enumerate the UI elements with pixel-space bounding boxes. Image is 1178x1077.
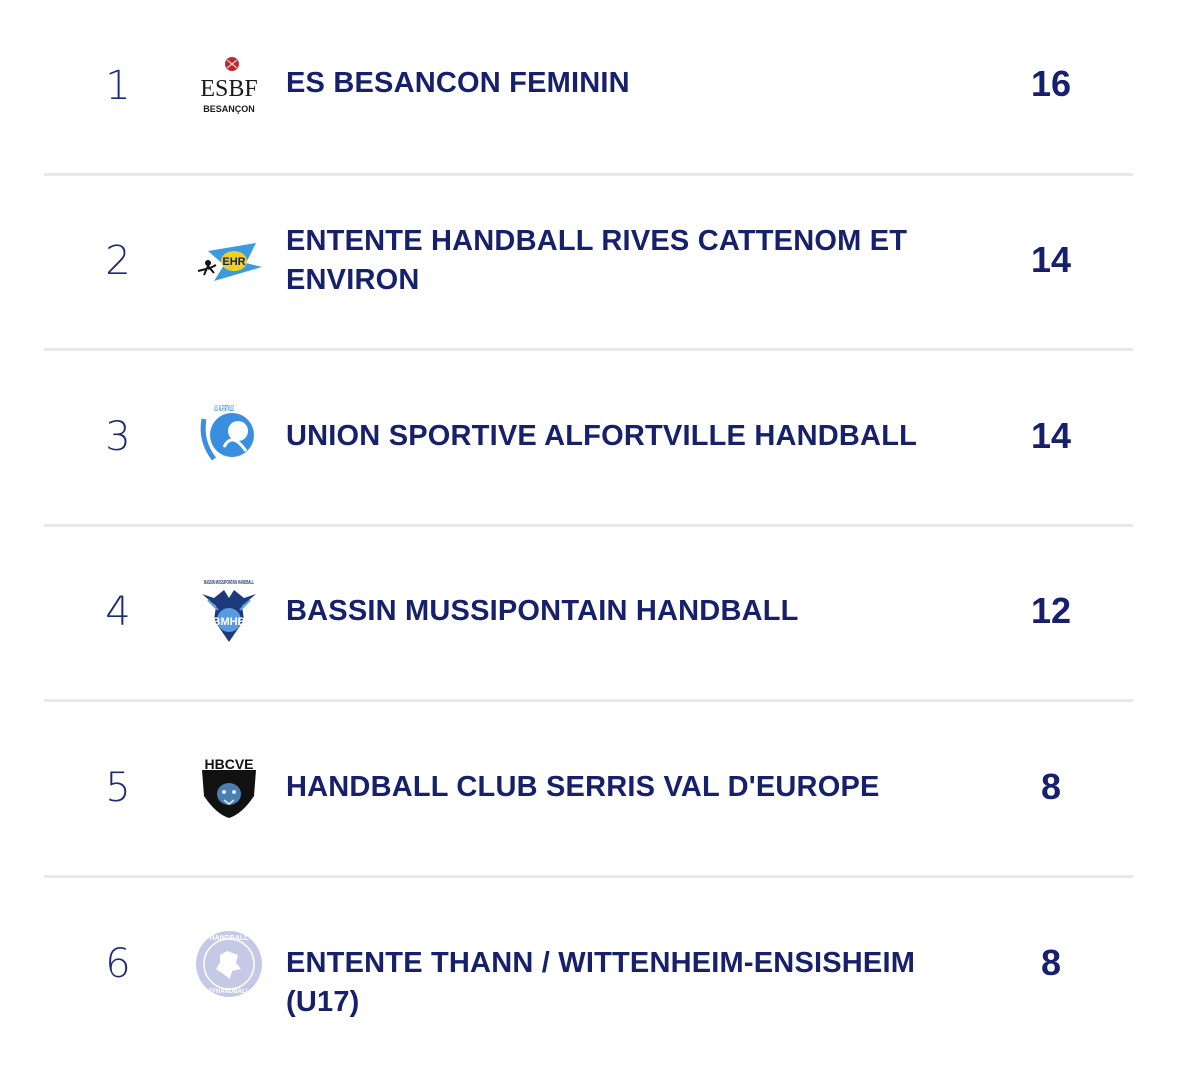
logo-subtext: BESANÇON [203, 104, 255, 114]
esbf-logo: ESBF BESANÇON [200, 57, 258, 114]
ehr-logo: EHR [197, 243, 262, 281]
standings-row[interactable]: 1 ESBF BESANÇON ES BESANCON FEMININ 16 [44, 0, 1133, 176]
team-name: ENTENTE THANN / WITTENHEIM-ENSISHEIM (U1… [286, 947, 916, 1018]
logo-text: ESBF [200, 76, 257, 102]
rank: 4 [105, 589, 131, 635]
row-divider [44, 875, 1133, 878]
rank: 3 [105, 414, 131, 460]
logo-subtext: BASSIN MUSSIPONTAIN HANDBALL [204, 580, 254, 586]
team-points: 14 [1030, 239, 1072, 280]
logo-text: HANDBALL [210, 935, 250, 942]
logo-text: HBCVE [204, 756, 253, 772]
team-name: UNION SPORTIVE ALFORTVILLE HANDBALL [286, 420, 918, 452]
rank: 1 [105, 63, 131, 109]
ffhandball-logo: HANDBALL FFHANDBALL [196, 931, 262, 997]
team-name: HANDBALL CLUB SERRIS VAL D'EUROPE [286, 771, 880, 803]
row-divider [44, 699, 1133, 702]
team-name: BASSIN MUSSIPONTAIN HANDBALL [286, 595, 799, 627]
standings-row[interactable]: 2 EHR ENTENTE HANDBALL RIVES CATTENOM ET… [44, 175, 1133, 351]
logo-text: BMHB [213, 616, 246, 628]
team-points: 16 [1030, 63, 1072, 104]
row-divider [44, 348, 1133, 351]
team-name: ES BESANCON FEMININ [286, 67, 630, 99]
standings-row[interactable]: 6 HANDBALL FFHANDBALL ENTENTE THANN / WI… [44, 878, 1133, 1054]
standings-row[interactable]: 5 HBCVE HANDBALL CLUB SERRIS VAL D'EUROP… [44, 702, 1133, 878]
team-points: 12 [1030, 590, 1072, 631]
team-name: ENTENTE HANDBALL RIVES CATTENOM ET ENVIR… [286, 225, 908, 296]
hbcve-logo: HBCVE [202, 756, 256, 818]
logo-subtext: FFHANDBALL [209, 989, 250, 995]
us-alfortville-logo: U.S. ALFORTVILLE [200, 404, 254, 461]
team-points: 8 [1040, 766, 1062, 807]
standings-row[interactable]: 4 BASSIN MUSSIPONTAIN HANDBALL BMHB BASS… [44, 526, 1133, 702]
row-divider [44, 524, 1133, 527]
rank: 5 [105, 765, 131, 811]
bmhb-logo: BASSIN MUSSIPONTAIN HANDBALL BMHB [202, 580, 256, 642]
rank: 2 [105, 238, 131, 284]
standings-row[interactable]: 3 U.S. ALFORTVILLE UNION SPORTIVE ALFORT… [44, 351, 1133, 527]
logo-text: EHR [222, 256, 245, 268]
row-divider [44, 173, 1133, 176]
logo-text: U.S. ALFORTVILLE [214, 404, 234, 413]
rank: 6 [105, 941, 131, 987]
team-points: 14 [1030, 415, 1072, 456]
team-points: 8 [1040, 942, 1062, 983]
